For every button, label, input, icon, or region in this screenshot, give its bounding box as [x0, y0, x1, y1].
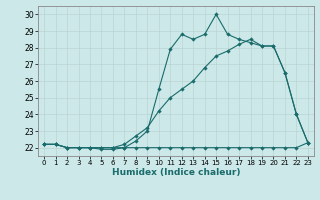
X-axis label: Humidex (Indice chaleur): Humidex (Indice chaleur) [112, 168, 240, 177]
